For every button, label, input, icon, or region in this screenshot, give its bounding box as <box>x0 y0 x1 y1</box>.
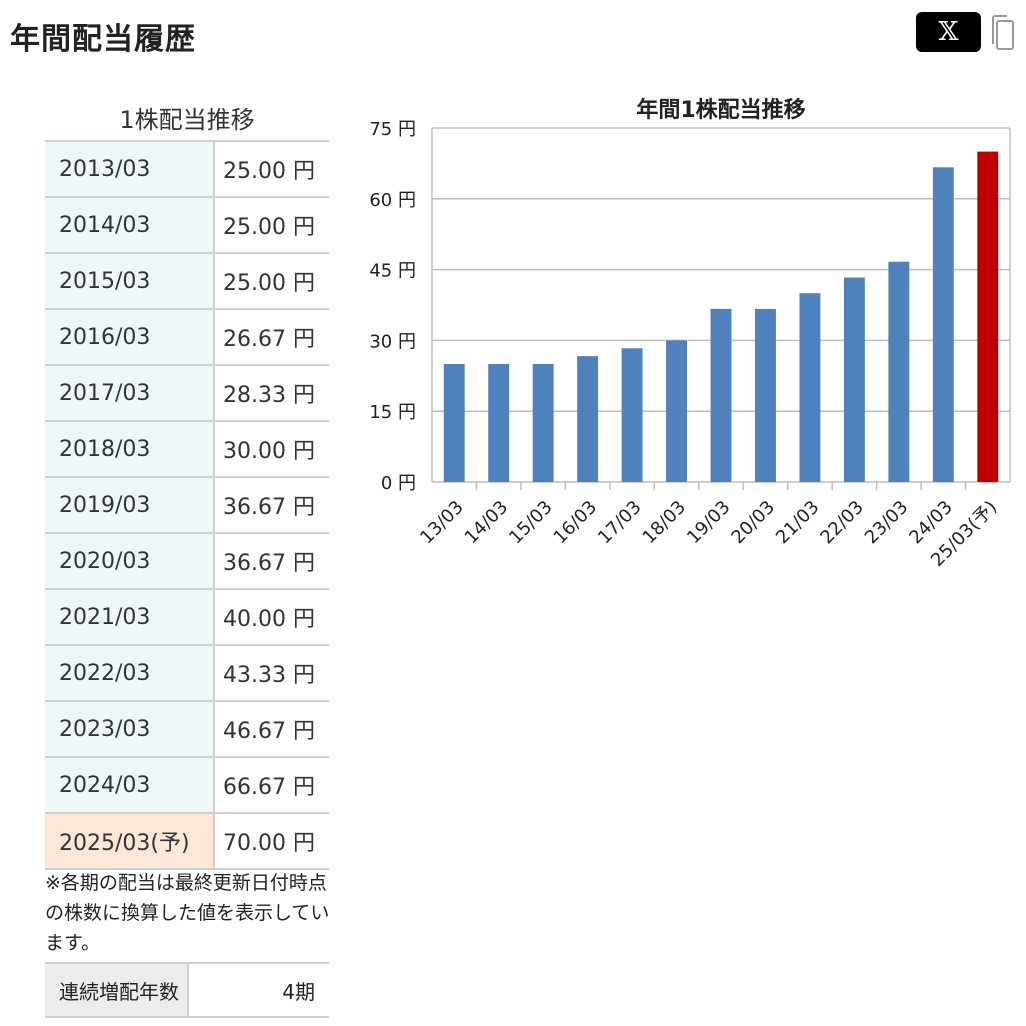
forecast-bar <box>977 151 999 482</box>
row-amount: 66.67 円 <box>214 757 329 814</box>
row-period: 2017/03 <box>45 365 215 422</box>
table-row: 2018/03 30.00 円 <box>45 421 329 478</box>
row-amount: 25.00 円 <box>214 140 329 198</box>
row-amount: 26.67 円 <box>214 309 329 366</box>
share-x-button[interactable]: 𝕏 <box>916 12 981 52</box>
row-period: 2013/03 <box>45 140 215 198</box>
row-amount: 70.00 円 <box>214 813 329 870</box>
row-period: 2018/03 <box>45 421 215 478</box>
table-row: 2019/03 36.67 円 <box>45 477 329 534</box>
x-tick-label: 18/03 <box>639 497 691 549</box>
row-period: 2019/03 <box>45 477 215 534</box>
table-row: 2015/03 25.00 円 <box>45 253 329 310</box>
table-row: 2014/03 25.00 円 <box>45 197 329 254</box>
y-tick-label: 45 円 <box>369 261 416 282</box>
row-amount: 36.67 円 <box>214 533 329 590</box>
row-period: 2014/03 <box>45 197 215 254</box>
row-amount: 46.67 円 <box>214 701 329 758</box>
streak-label: 連続増配年数 <box>45 962 189 1018</box>
x-tick-label: 19/03 <box>683 497 735 549</box>
table-row: 2013/03 25.00 円 <box>45 140 329 198</box>
row-amount: 25.00 円 <box>214 197 329 254</box>
bar <box>843 277 865 482</box>
dividend-table-caption: 1株配当推移 <box>119 106 255 134</box>
x-tick-label: 22/03 <box>816 497 868 549</box>
x-tick-label: 20/03 <box>727 497 779 549</box>
row-period: 2025/03(予) <box>45 813 215 870</box>
row-amount: 30.00 円 <box>214 421 329 478</box>
bar <box>888 261 910 482</box>
x-tick-label: 13/03 <box>416 497 468 549</box>
x-tick-label: 23/03 <box>861 497 913 549</box>
x-tick-label: 15/03 <box>505 497 557 549</box>
row-period: 2023/03 <box>45 701 215 758</box>
table-row: 2024/03 66.67 円 <box>45 757 329 814</box>
row-period: 2015/03 <box>45 253 215 310</box>
chart-title: 年間1株配当推移 <box>636 97 805 123</box>
table-row: 2022/03 43.33 円 <box>45 645 329 702</box>
row-period: 2020/03 <box>45 533 215 590</box>
table-row: 2016/03 26.67 円 <box>45 309 329 366</box>
y-tick-label: 30 円 <box>369 331 416 352</box>
note-line-2: の株数に換算した値を表示しています。 <box>45 902 330 954</box>
streak-value: 4期 <box>188 962 329 1018</box>
bar <box>755 308 776 482</box>
bar <box>710 308 732 482</box>
row-amount: 40.00 円 <box>214 589 329 646</box>
note-line-1: ※各期の配当は最終更新日付時点 <box>45 872 327 894</box>
row-period: 2021/03 <box>45 589 215 646</box>
bar <box>799 293 821 482</box>
x-logo-icon: 𝕏 <box>938 17 959 47</box>
x-tick-label: 21/03 <box>772 497 824 549</box>
row-amount: 28.33 円 <box>214 365 329 422</box>
streak-table: 連続増配年数 4期 <box>45 962 329 1018</box>
row-amount: 25.00 円 <box>214 253 329 310</box>
x-tick-label: 16/03 <box>550 497 602 549</box>
table-row: 2020/03 36.67 円 <box>45 533 329 590</box>
row-period: 2016/03 <box>45 309 215 366</box>
page-title: 年間配当履歴 <box>10 22 196 57</box>
row-amount: 36.67 円 <box>214 477 329 534</box>
y-tick-label: 15 円 <box>369 402 416 423</box>
bar <box>488 364 510 482</box>
table-row: 2021/03 40.00 円 <box>45 589 329 646</box>
table-row: 2025/03(予) 70.00 円 <box>45 813 329 870</box>
bar <box>532 364 554 482</box>
table-row: 2023/03 46.67 円 <box>45 701 329 758</box>
bar <box>932 167 954 482</box>
y-tick-label: 0 円 <box>381 473 416 494</box>
bar <box>666 340 687 482</box>
dividend-note: ※各期の配当は最終更新日付時点 の株数に換算した値を表示しています。 <box>45 868 345 958</box>
dividend-bar-chart: 年間1株配当推移 0 円 15 円 30 円 45 円 60 円 75 円 13/0314/0… <box>369 97 1011 571</box>
bar <box>621 348 643 482</box>
streak-row: 連続増配年数 4期 <box>45 962 329 1018</box>
bar <box>443 364 465 482</box>
copy-icon[interactable] <box>990 14 1016 52</box>
y-tick-label: 60 円 <box>369 190 416 211</box>
table-row: 2017/03 28.33 円 <box>45 365 329 422</box>
x-tick-label: 17/03 <box>594 497 646 549</box>
row-period: 2024/03 <box>45 757 215 814</box>
y-tick-label: 75 円 <box>369 119 416 140</box>
x-tick-label: 14/03 <box>461 497 513 549</box>
dividend-table: 2013/03 25.00 円 2014/03 25.00 円 2015/03 25.00… <box>45 140 329 870</box>
row-period: 2022/03 <box>45 645 215 702</box>
row-amount: 43.33 円 <box>214 645 329 702</box>
bar <box>577 356 599 482</box>
